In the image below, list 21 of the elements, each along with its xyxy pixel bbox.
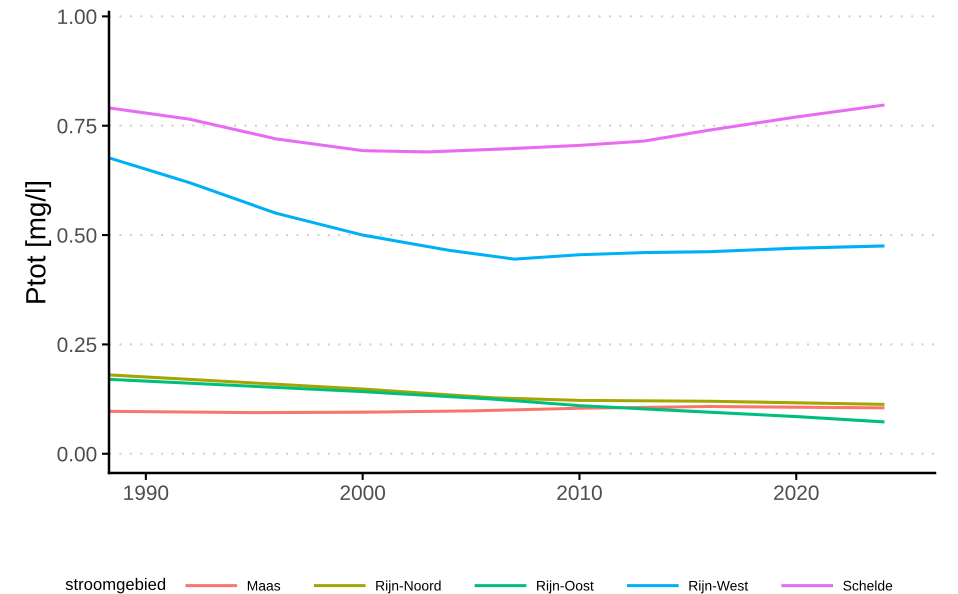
legend-label: Schelde xyxy=(843,580,892,591)
y-tick-label: 1.00 xyxy=(58,9,96,24)
line-series xyxy=(110,404,884,414)
legend-title: stroomgebied xyxy=(66,578,166,594)
line-series xyxy=(110,156,884,261)
x-tick-label: 1990 xyxy=(124,485,168,500)
y-tick-label: 0.50 xyxy=(57,228,96,243)
y-axis-title: Ptot [mg/l] xyxy=(25,182,52,303)
legend-label: Maas xyxy=(248,580,280,591)
x-tick-label: 2020 xyxy=(774,485,819,500)
line-series xyxy=(110,373,884,406)
legend-label: Rijn-West xyxy=(689,580,748,594)
x-tick-label: 2000 xyxy=(340,485,386,500)
legend-label: Rijn-Oost xyxy=(537,580,594,594)
legend-label: Rijn-Noord xyxy=(376,580,441,594)
y-tick-label: 0.25 xyxy=(57,337,96,352)
line-series xyxy=(110,104,884,154)
line-series xyxy=(110,378,884,424)
y-tick-label: 0.75 xyxy=(57,118,96,134)
x-tick-label: 2010 xyxy=(557,485,602,500)
y-tick-label: 0.00 xyxy=(57,446,96,462)
